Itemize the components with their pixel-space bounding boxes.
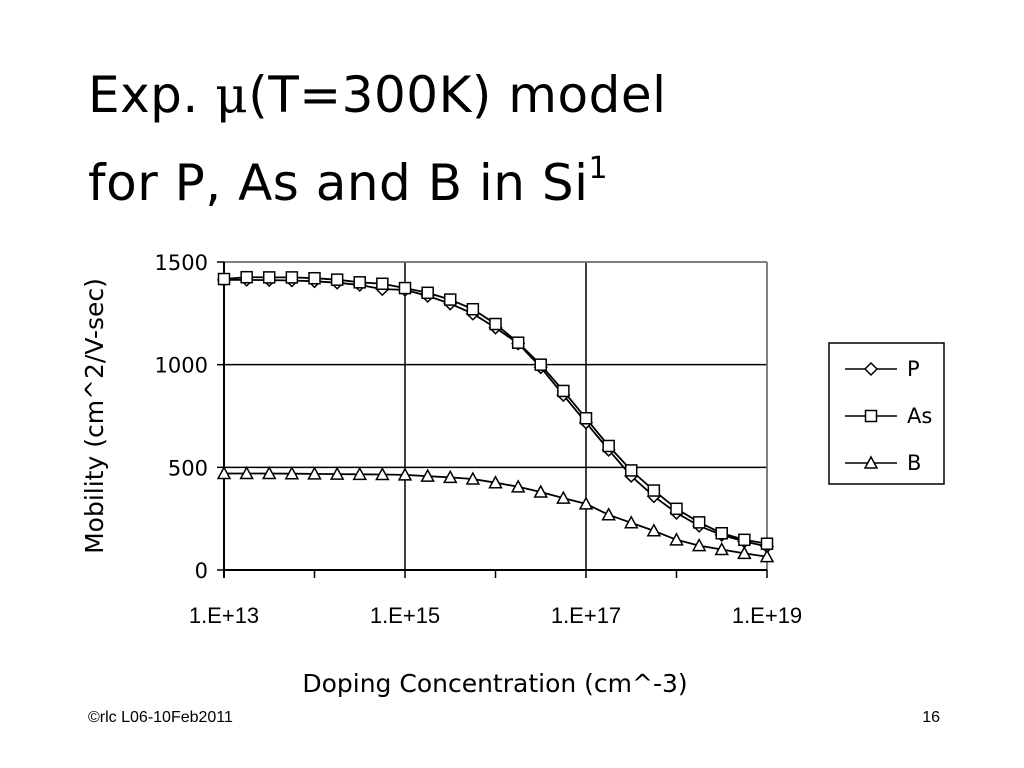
data-point-as: [511, 336, 525, 349]
y-tick-label: 500: [168, 456, 208, 480]
data-point-as: [760, 537, 774, 550]
series-area: [216, 270, 775, 563]
data-point-as: [579, 412, 593, 425]
data-point-b: [714, 541, 729, 556]
data-point-b: [737, 545, 752, 560]
footer-copyright: ©rlc L06-10Feb2011: [88, 709, 233, 726]
data-point-as: [330, 273, 344, 286]
slide-title-line-2: for P, As and B in Si1: [88, 132, 666, 220]
data-point-as: [376, 277, 389, 291]
x-tick-label: 1.E+17: [551, 603, 621, 628]
data-point-b: [759, 549, 775, 563]
data-point-b: [646, 523, 662, 537]
series-line-as: [223, 276, 768, 545]
data-point-as: [624, 464, 638, 477]
data-point-as: [534, 358, 547, 371]
data-point-b: [261, 465, 277, 480]
data-point-b: [601, 507, 616, 521]
legend-marker-b: [863, 455, 879, 469]
y-axis-label: Mobility (cm^2/V-sec): [80, 278, 109, 554]
data-point-as: [647, 484, 661, 497]
data-point-as: [443, 293, 457, 306]
x-tick-label: 1.E+19: [732, 603, 802, 628]
data-point-as: [715, 526, 728, 540]
legend: P As B: [828, 342, 945, 485]
data-point-b: [556, 490, 571, 504]
data-point-as: [308, 271, 321, 285]
data-point-b: [375, 466, 390, 481]
legend-label-p: P: [907, 357, 920, 381]
data-point-b: [307, 466, 322, 480]
data-point-as: [738, 533, 751, 547]
grid: [224, 261, 768, 570]
title-mu-symbol: μ: [215, 66, 249, 124]
legend-box: [828, 342, 945, 485]
data-point-as: [398, 281, 412, 295]
data-point-b: [420, 468, 435, 482]
data-point-b: [329, 466, 345, 480]
data-point-b: [669, 532, 684, 546]
data-point-b: [216, 465, 232, 480]
slide-title: Exp. μ(T=300K) model for P, As and B in …: [88, 58, 666, 220]
data-point-b: [623, 515, 639, 529]
data-point-as: [262, 271, 276, 284]
data-point-as: [557, 384, 570, 398]
data-point-b: [510, 479, 526, 493]
data-point-as: [489, 317, 502, 331]
legend-label-as: As: [907, 404, 932, 428]
data-point-b: [533, 484, 548, 498]
slide-title-line-1: Exp. μ(T=300K) model: [88, 58, 666, 132]
title-rest: (T=300K) model: [248, 66, 667, 124]
data-point-b: [239, 465, 254, 480]
data-point-as: [217, 272, 231, 286]
legend-label-b: B: [907, 451, 921, 475]
y-tick-label: 1000: [155, 354, 208, 378]
data-point-b: [397, 467, 413, 481]
x-tick-label: 1.E+15: [370, 603, 440, 628]
data-point-b: [442, 469, 458, 484]
data-point-as: [285, 271, 299, 284]
data-point-b: [352, 466, 367, 481]
title-prefix: Exp.: [88, 66, 216, 124]
data-point-as: [602, 439, 615, 453]
title-line-2: for P, As and B in Si: [88, 154, 589, 212]
data-point-as: [421, 286, 434, 300]
axes: 0 500 1000 1500 1.E+13 1.E+15 1.E+17 1.E+19: [155, 251, 803, 628]
data-point-b: [284, 466, 300, 480]
x-axis-label: Doping Concentration (cm^-3): [302, 669, 687, 698]
y-tick-label: 1500: [155, 251, 208, 275]
legend-marker-as: [864, 409, 878, 423]
data-point-as: [466, 302, 480, 316]
page-number: 16: [922, 709, 940, 726]
data-point-b: [691, 537, 707, 552]
data-point-as: [692, 516, 706, 529]
y-tick-label: 0: [195, 559, 208, 583]
x-tick-label: 1.E+13: [189, 603, 259, 628]
data-point-b: [488, 475, 503, 489]
data-point-b: [465, 471, 481, 485]
legend-marker-p: [863, 361, 879, 377]
data-point-as: [670, 502, 683, 516]
data-point-as: [240, 270, 253, 284]
data-point-as: [353, 276, 366, 289]
title-footnote-mark: 1: [588, 151, 609, 186]
data-point-b: [578, 496, 594, 510]
